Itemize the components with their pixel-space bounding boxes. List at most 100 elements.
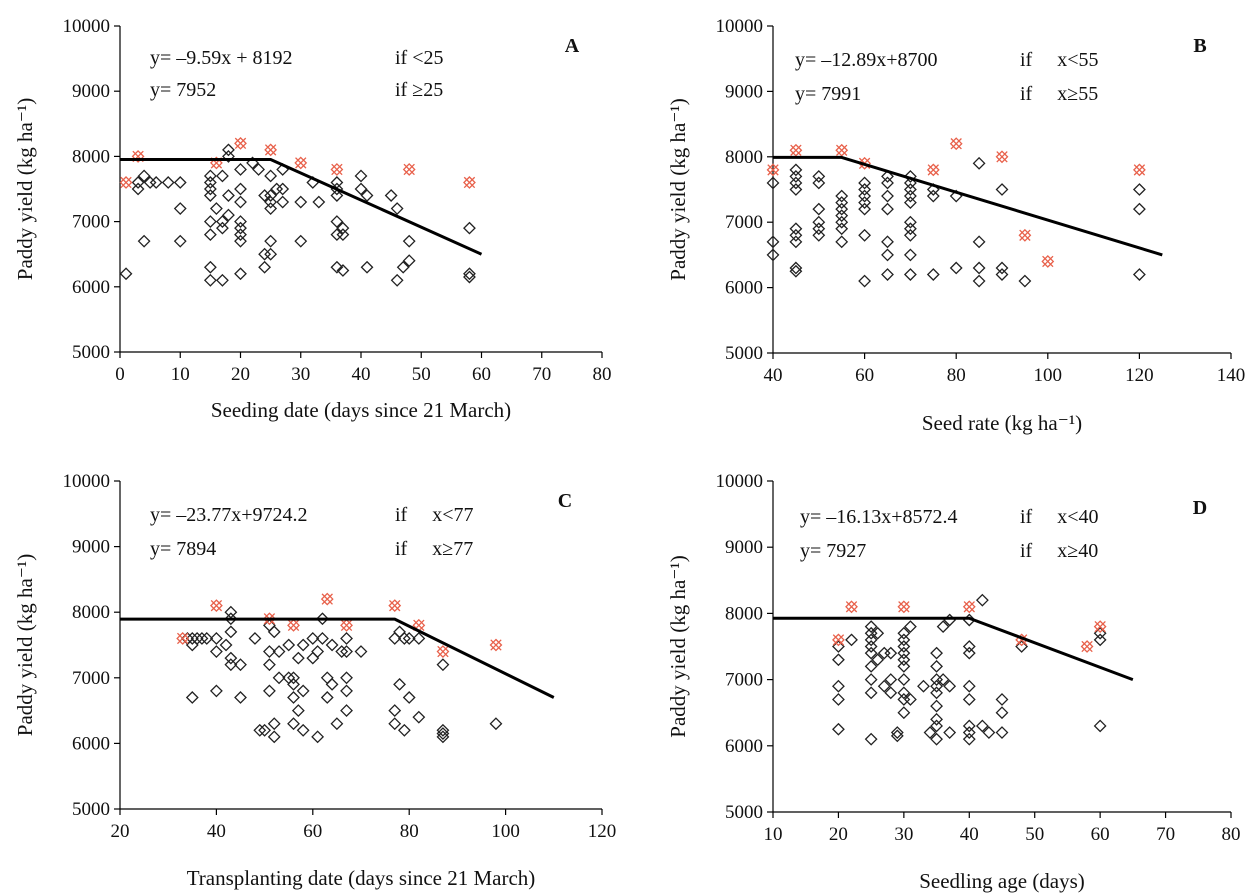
equation-condition: if ≥25 xyxy=(395,79,443,101)
equation-formula: y= –16.13x+8572.4 xyxy=(800,506,958,528)
data-point xyxy=(402,234,416,248)
data-point xyxy=(185,632,199,645)
data-point xyxy=(832,693,845,706)
data-point xyxy=(812,228,826,242)
data-point xyxy=(209,684,223,698)
data-point xyxy=(336,228,350,242)
data-point xyxy=(360,189,374,202)
x-tick-label: 70 xyxy=(1156,824,1175,845)
data-point xyxy=(209,645,223,658)
highlight-point xyxy=(340,618,353,632)
data-point xyxy=(1018,274,1032,288)
data-point xyxy=(972,274,986,288)
data-point xyxy=(943,679,957,693)
data-point xyxy=(995,268,1009,281)
data-point xyxy=(903,189,917,203)
data-point xyxy=(203,169,217,183)
data-point xyxy=(897,686,911,700)
data-point xyxy=(995,726,1009,739)
data-point xyxy=(296,723,310,737)
data-point xyxy=(291,704,305,718)
data-point xyxy=(864,673,878,687)
data-point xyxy=(463,267,476,281)
equation-formula: y= –23.77x+9724.2 xyxy=(150,504,308,526)
highlight-point xyxy=(835,143,849,157)
highlight-point xyxy=(330,163,344,176)
data-point xyxy=(291,651,305,665)
data-point xyxy=(276,182,290,196)
data-point xyxy=(864,732,878,746)
highlight-point xyxy=(264,143,278,157)
data-point xyxy=(995,706,1009,720)
highlight-point xyxy=(962,600,976,614)
data-point xyxy=(812,170,826,183)
data-point xyxy=(858,183,872,196)
data-point xyxy=(287,717,300,731)
data-point xyxy=(340,671,353,685)
data-point xyxy=(203,273,217,287)
data-point xyxy=(330,717,344,731)
data-point xyxy=(173,234,187,248)
data-point xyxy=(881,202,894,216)
data-point xyxy=(246,156,259,170)
data-point xyxy=(185,691,199,704)
x-tick-label: 80 xyxy=(400,821,419,842)
y-tick-label: 9000 xyxy=(72,81,110,102)
data-point xyxy=(995,183,1009,196)
data-point xyxy=(270,182,284,196)
data-point xyxy=(397,723,411,737)
data-point xyxy=(832,722,845,736)
data-point xyxy=(881,235,894,249)
data-point xyxy=(219,638,233,652)
data-point xyxy=(263,645,276,658)
data-point xyxy=(216,215,229,229)
data-point xyxy=(402,691,416,704)
data-point xyxy=(330,189,344,202)
data-point xyxy=(835,222,849,236)
chart-panel-d: 5000 6000 7000 8000 9000 10000 10 20 30 40 50 60 70 8… xyxy=(666,471,1241,893)
data-point xyxy=(897,673,911,687)
data-point xyxy=(294,195,308,209)
highlight-point xyxy=(766,163,780,177)
data-point xyxy=(234,228,247,242)
data-point xyxy=(832,653,845,667)
data-point xyxy=(881,189,894,203)
data-point xyxy=(789,176,803,190)
data-point xyxy=(858,274,872,288)
highlight-point xyxy=(402,163,416,176)
data-point xyxy=(258,247,272,261)
x-tick-label: 50 xyxy=(412,364,431,385)
y-tick-label: 6000 xyxy=(725,736,763,757)
highlight-point xyxy=(995,150,1009,164)
data-point xyxy=(812,202,826,216)
y-axis-title: Paddy yield (kg ha⁻¹) xyxy=(13,554,37,736)
data-point xyxy=(903,228,917,242)
data-point xyxy=(209,202,223,215)
x-tick-label: 60 xyxy=(472,364,491,385)
data-point xyxy=(936,673,950,687)
data-point xyxy=(252,163,265,176)
data-point xyxy=(812,222,826,236)
data-point xyxy=(789,228,803,242)
data-point xyxy=(195,632,209,645)
y-tick-label: 5000 xyxy=(725,802,763,823)
data-point xyxy=(222,189,235,202)
data-point xyxy=(897,653,911,667)
data-point xyxy=(224,612,238,626)
data-point xyxy=(294,234,308,248)
data-point xyxy=(388,704,402,718)
data-point xyxy=(185,638,199,652)
highlight-point xyxy=(388,599,402,613)
data-point xyxy=(864,620,878,634)
data-point xyxy=(903,196,917,209)
y-tick-label: 8000 xyxy=(725,147,763,168)
x-tick-label: 100 xyxy=(491,821,520,842)
highlight-point xyxy=(926,163,940,177)
y-tick-label: 6000 xyxy=(72,277,110,298)
data-point xyxy=(917,679,930,693)
data-point xyxy=(884,686,898,700)
highlight-point xyxy=(209,599,223,613)
data-point xyxy=(325,677,339,691)
data-point xyxy=(360,260,374,274)
data-point xyxy=(234,234,247,248)
